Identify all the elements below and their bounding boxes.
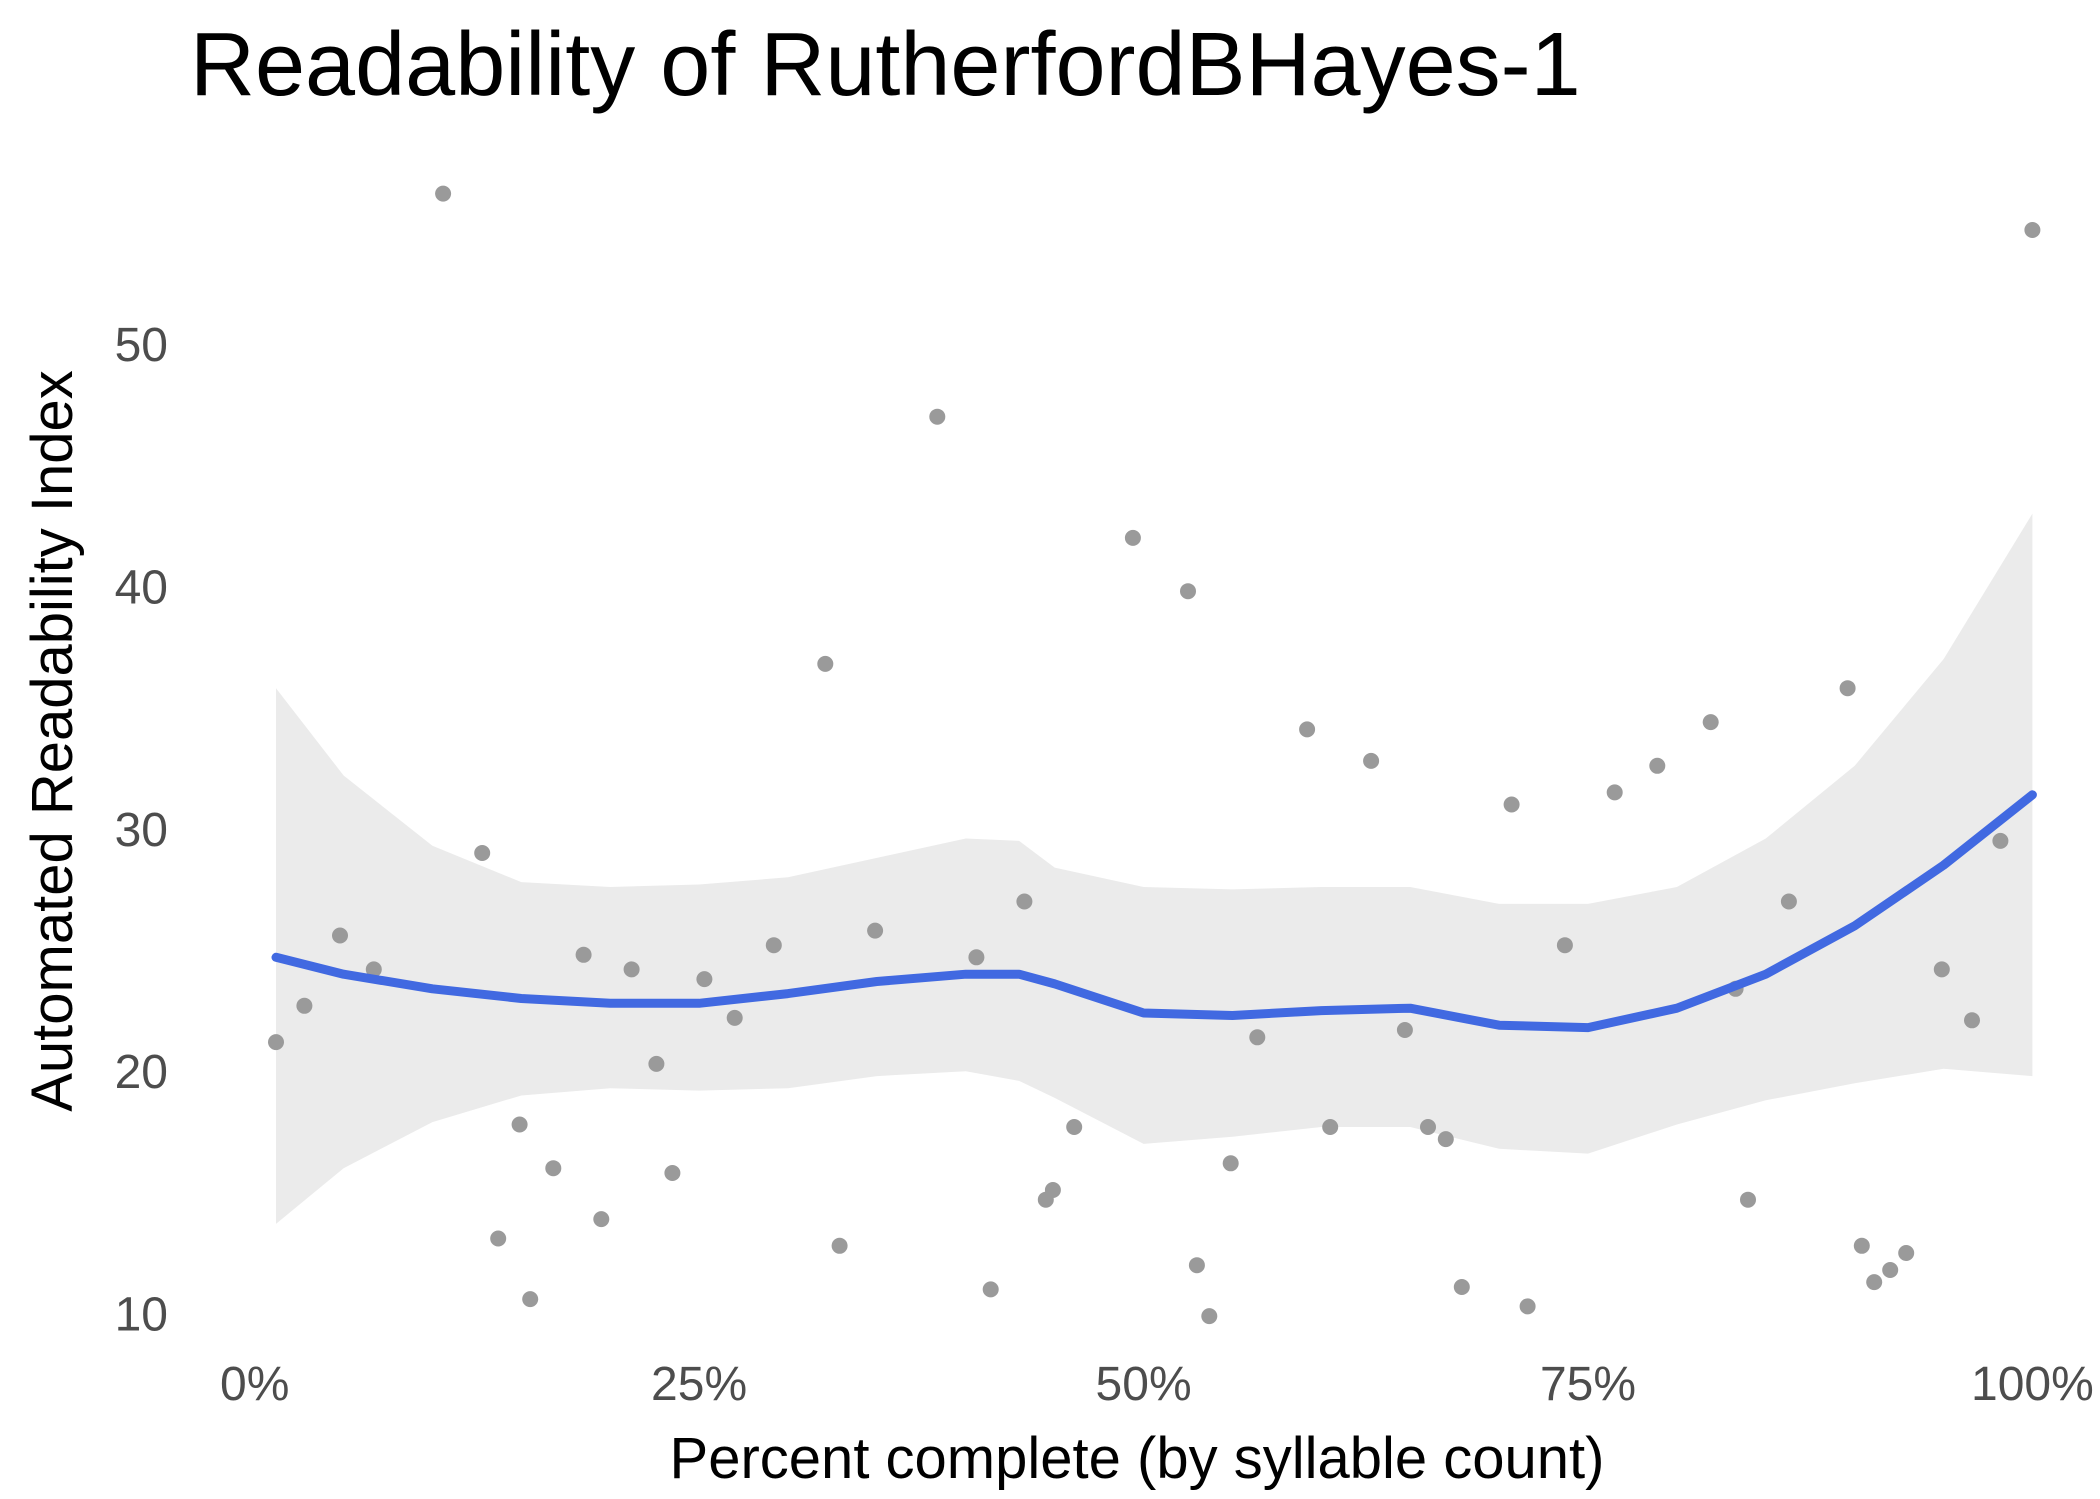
data-point [1839, 680, 1856, 697]
data-point [1882, 1262, 1899, 1278]
data-point [831, 1237, 848, 1254]
x-tick-label: 50% [1096, 1358, 1192, 1411]
data-point [575, 946, 592, 963]
plot-area [268, 185, 2041, 1325]
x-axis-ticks: 0% 25% 50% 75% 100% [220, 1358, 2094, 1411]
data-point [1702, 714, 1719, 731]
x-tick-label: 0% [220, 1358, 289, 1411]
data-point [1396, 1022, 1413, 1038]
confidence-band [276, 513, 2033, 1224]
data-point [648, 1055, 665, 1072]
y-tick-label: 50 [115, 319, 168, 372]
data-point [1453, 1279, 1470, 1295]
y-tick-label: 30 [115, 804, 168, 857]
data-point [1740, 1191, 1756, 1208]
y-tick-label: 20 [115, 1046, 168, 1099]
data-point [1299, 721, 1316, 738]
y-tick-label: 40 [115, 561, 168, 614]
data-point [545, 1160, 562, 1177]
data-point [490, 1230, 507, 1247]
data-point [1898, 1245, 1915, 1261]
data-point [332, 927, 348, 944]
chart-title: Readability of RutherfordBHayes-1 [190, 15, 1581, 115]
data-point [593, 1211, 610, 1228]
data-point [474, 845, 491, 861]
data-point [1992, 832, 2009, 849]
data-point [268, 1034, 284, 1051]
y-axis-title: Automated Readability Index [20, 370, 85, 1112]
data-point [1606, 784, 1623, 801]
data-point [1222, 1155, 1239, 1172]
data-point [522, 1291, 539, 1308]
data-point [726, 1009, 743, 1026]
smooth-trend-line [271, 790, 2037, 1033]
data-point [1016, 893, 1033, 910]
data-point [1437, 1131, 1454, 1148]
data-point [296, 997, 313, 1014]
data-point [2024, 222, 2041, 238]
data-point [435, 185, 452, 202]
data-point [1249, 1029, 1266, 1046]
data-point [1503, 796, 1520, 813]
data-point [1180, 583, 1196, 600]
data-point [1556, 937, 1573, 954]
data-point [867, 922, 884, 939]
data-point [817, 655, 834, 672]
data-point [929, 408, 946, 425]
x-axis-title: Percent complete (by syllable count) [670, 1426, 1605, 1491]
data-points [268, 185, 2041, 1325]
data-point [1322, 1119, 1339, 1135]
data-point [1933, 961, 1950, 978]
data-point [1866, 1274, 1883, 1291]
x-tick-label: 75% [1540, 1358, 1636, 1411]
data-point [1519, 1298, 1536, 1315]
data-point [1124, 529, 1141, 546]
data-point [765, 937, 782, 954]
data-point [1780, 893, 1797, 910]
data-point [1044, 1182, 1061, 1198]
data-point [623, 961, 640, 978]
y-axis-ticks: 10 20 30 40 50 [115, 319, 168, 1342]
data-point [664, 1165, 681, 1181]
x-tick-label: 25% [651, 1358, 747, 1411]
x-tick-label: 100% [1971, 1358, 2094, 1411]
data-point [1066, 1119, 1083, 1135]
data-point [1649, 757, 1666, 774]
data-point [696, 971, 713, 988]
data-point [968, 949, 985, 966]
data-point [982, 1281, 999, 1298]
data-point [365, 961, 382, 978]
data-point [511, 1116, 528, 1133]
data-point [1853, 1237, 1870, 1254]
data-point [1420, 1119, 1436, 1135]
y-tick-label: 10 [115, 1289, 168, 1342]
data-point [1363, 752, 1380, 769]
data-point [1201, 1308, 1218, 1325]
data-point [1964, 1012, 1980, 1029]
data-point [1188, 1257, 1205, 1274]
